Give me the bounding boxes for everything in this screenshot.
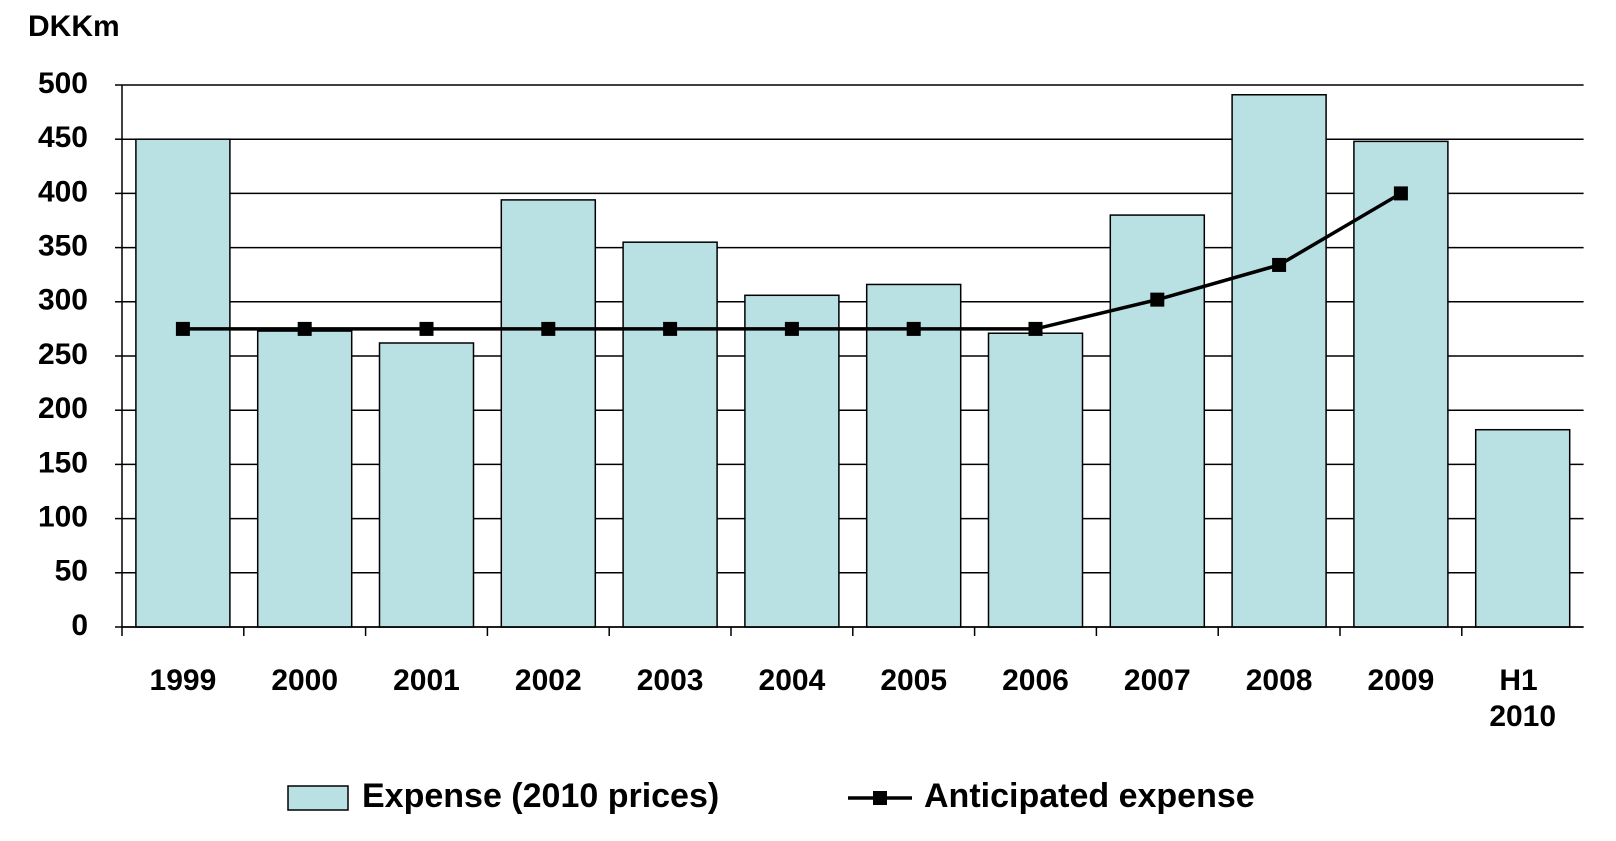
line-marker <box>663 321 678 336</box>
line-marker <box>1028 321 1043 336</box>
bar <box>256 330 353 628</box>
x-tick-label: 2005 <box>880 664 947 697</box>
line-marker <box>419 321 434 336</box>
x-tick-label: 2002 <box>515 664 582 697</box>
y-tick-label: 200 <box>38 392 88 425</box>
line-marker <box>1272 257 1287 272</box>
bar <box>1109 214 1206 628</box>
bar <box>135 138 231 628</box>
bar <box>622 241 718 628</box>
x-tick-label: 2000 <box>271 664 338 697</box>
y-tick-label: 150 <box>38 446 88 479</box>
legend-label: Anticipated expense <box>924 777 1255 815</box>
bar <box>1474 428 1571 628</box>
bar <box>500 199 597 628</box>
bar <box>744 294 840 628</box>
y-axis-label: DKKm <box>28 10 120 43</box>
y-tick-label: 300 <box>38 284 88 317</box>
y-tick-label: 0 <box>71 609 88 642</box>
x-tick-label: 2001 <box>393 664 460 697</box>
x-tick-label: 2003 <box>637 664 704 697</box>
y-tick-label: 450 <box>38 121 88 154</box>
x-tick-label: 2006 <box>1002 664 1069 697</box>
y-tick-label: 400 <box>38 175 88 208</box>
x-tick-label: 1999 <box>150 664 217 697</box>
legend-marker <box>873 791 887 805</box>
line-marker <box>906 321 921 336</box>
line-marker <box>1393 186 1408 201</box>
bar <box>378 342 475 628</box>
bar <box>865 283 962 628</box>
bar <box>1353 140 1449 628</box>
y-tick-label: 500 <box>38 67 88 100</box>
legend-swatch <box>287 785 349 811</box>
y-tick-label: 350 <box>38 230 88 263</box>
x-tick-label: 2009 <box>1368 664 1435 697</box>
bar <box>1231 94 1327 628</box>
x-tick-label: H1 2010 <box>1489 664 1556 733</box>
y-tick-label: 250 <box>38 338 88 371</box>
line-marker <box>175 321 190 336</box>
line-marker <box>297 321 312 336</box>
y-tick-label: 100 <box>38 501 88 534</box>
y-tick-label: 50 <box>55 555 88 588</box>
line-marker <box>541 321 556 336</box>
legend-label: Expense (2010 prices) <box>362 777 719 815</box>
x-tick-label: 2004 <box>759 664 826 697</box>
x-tick-label: 2008 <box>1246 664 1313 697</box>
line-marker <box>784 321 799 336</box>
bar <box>987 332 1084 628</box>
legend: Expense (2010 prices) Anticipated expense <box>287 777 1255 815</box>
line-marker <box>1150 292 1165 307</box>
x-tick-label: 2007 <box>1124 664 1191 697</box>
